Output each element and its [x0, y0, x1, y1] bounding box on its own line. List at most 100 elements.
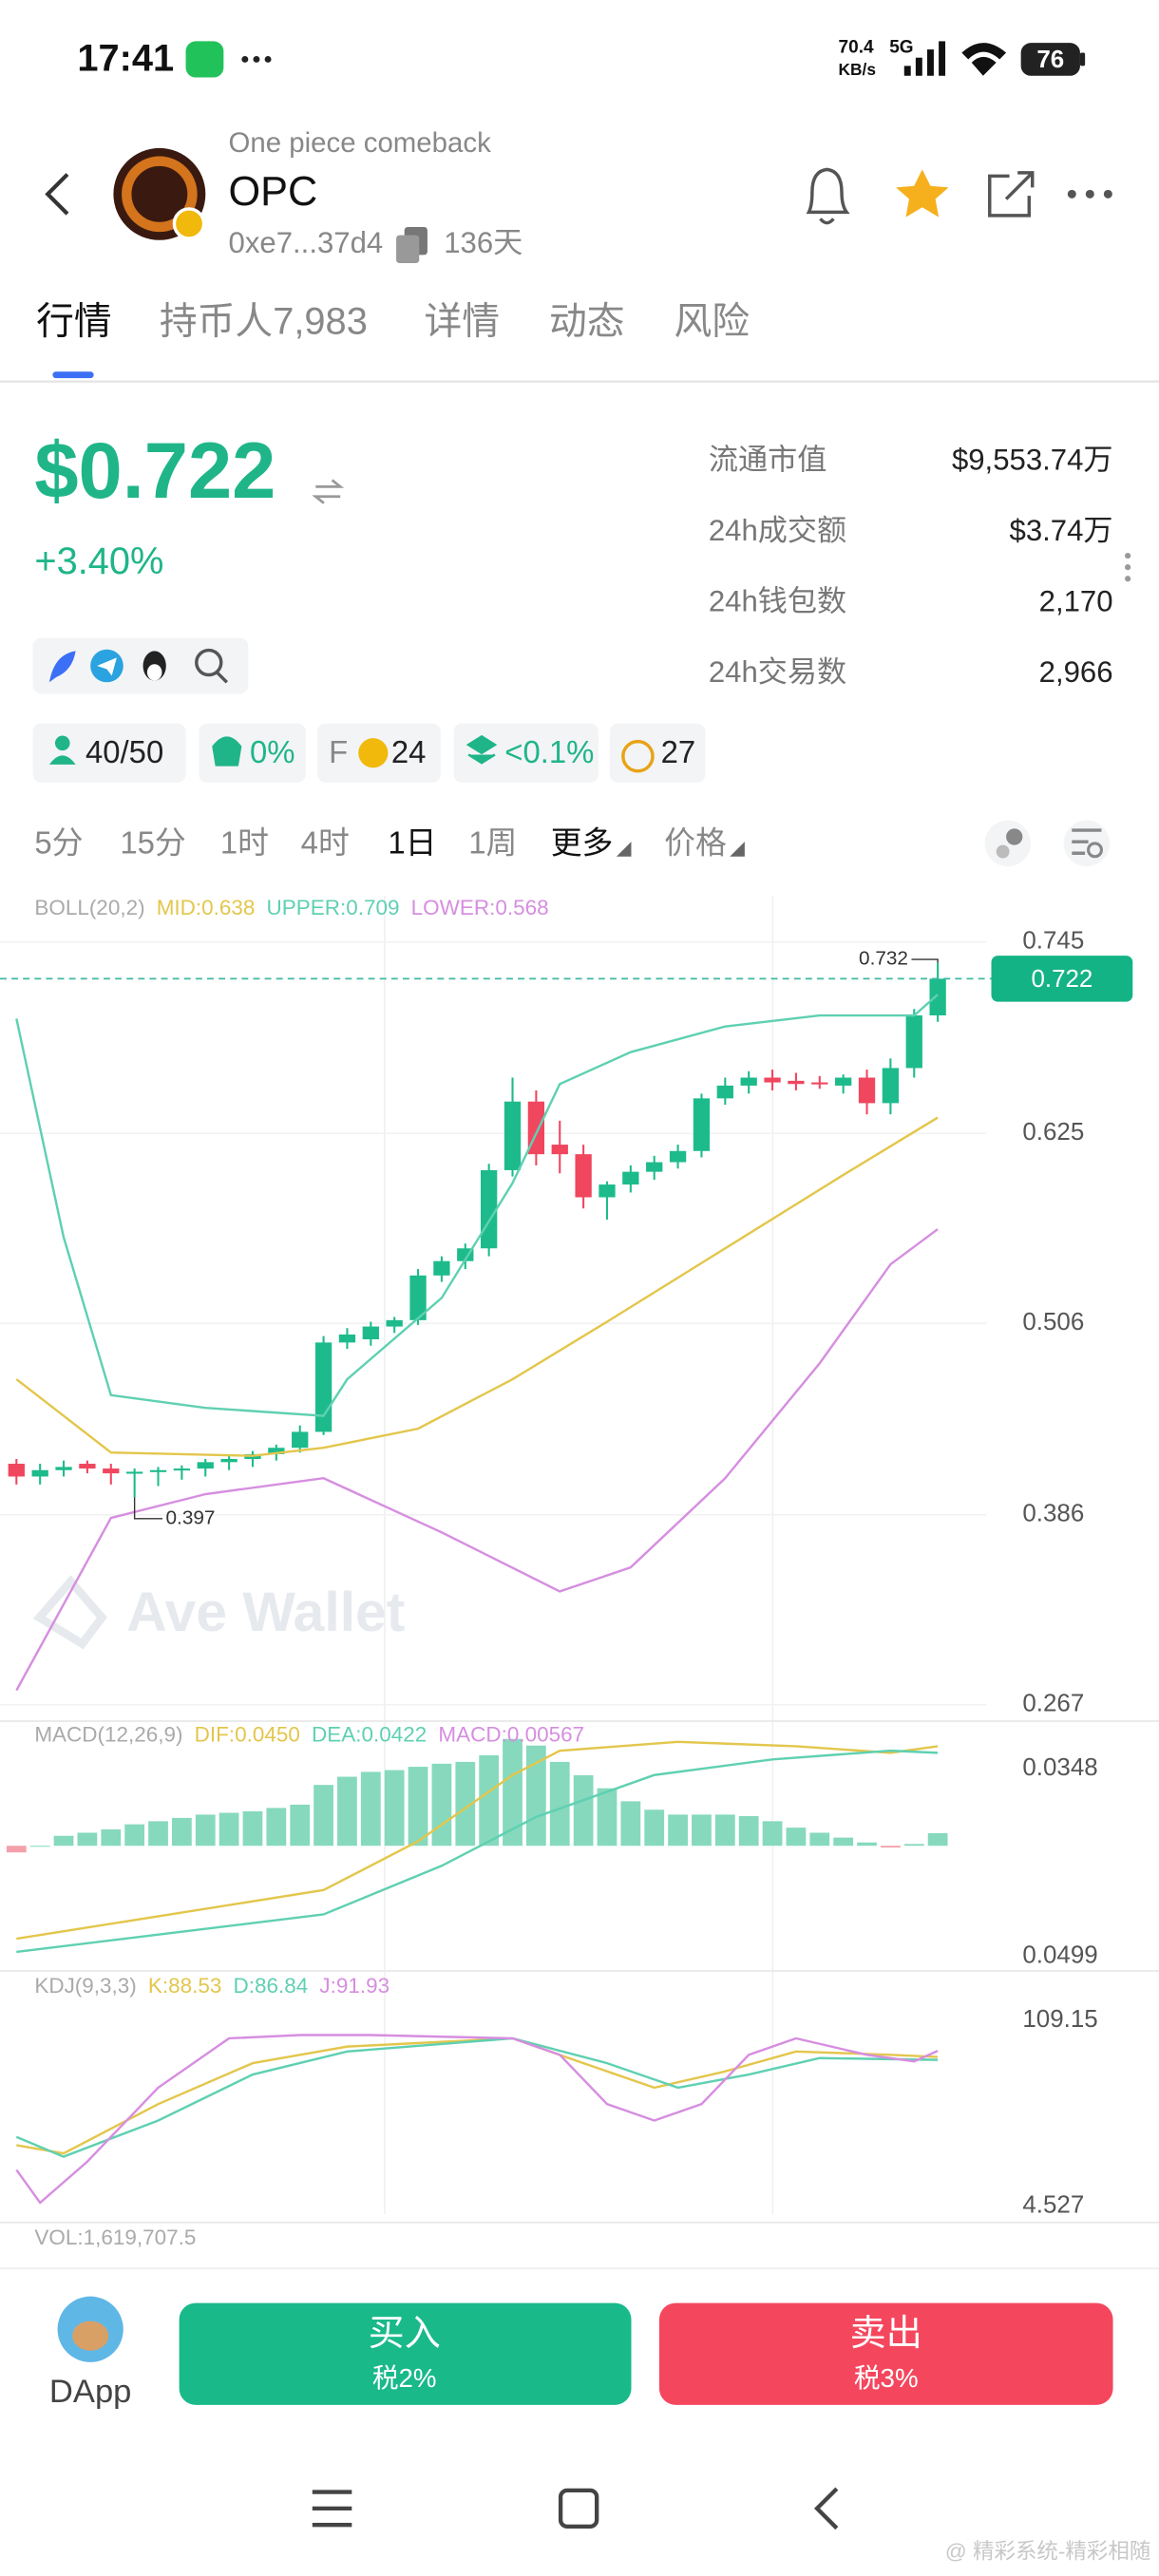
macd-bar — [53, 1835, 74, 1847]
max-marker — [911, 958, 939, 963]
last-price-label: 0.722 — [1031, 966, 1092, 993]
swap-icon[interactable] — [312, 479, 345, 504]
website-icon[interactable] — [48, 651, 76, 683]
macd-bar — [786, 1828, 807, 1847]
tab[interactable]: 详情 — [424, 301, 500, 343]
interval-tab[interactable]: 15分 — [120, 824, 185, 860]
back-button[interactable] — [45, 173, 69, 216]
interval-tab[interactable]: 更多 — [551, 824, 614, 860]
token-avatar-ring — [122, 156, 198, 233]
share-button[interactable] — [988, 171, 1035, 218]
badge[interactable] — [610, 723, 706, 783]
stat-value: 2,170 — [1039, 584, 1113, 617]
candle-body — [504, 1101, 522, 1170]
charts: 0.745 0.625 0.506 0.386 0.267 0.722 0.732 0.397… — [0, 896, 1133, 2218]
macd-bar — [620, 1801, 641, 1847]
settings-glyph — [1072, 828, 1102, 856]
battery-level: 76 — [1036, 47, 1064, 73]
indicator-button[interactable] — [984, 820, 1032, 867]
y-tick-label: 0.0499 — [1022, 1941, 1097, 1968]
nav-home[interactable] — [558, 2488, 599, 2529]
macd-bar — [384, 1770, 405, 1847]
interval-tab[interactable]: 5分 — [34, 824, 83, 860]
sell-button[interactable] — [658, 2302, 1113, 2405]
tab-indicator — [52, 371, 94, 379]
macd-bar — [195, 1814, 216, 1847]
min-marker — [133, 1497, 163, 1520]
candle-body — [31, 1469, 48, 1477]
y-tick-label: 109.15 — [1022, 2006, 1097, 2033]
badge-icon — [358, 738, 389, 768]
candle-body — [55, 1467, 72, 1470]
macd-bar — [360, 1771, 381, 1847]
indicator-line — [15, 2036, 939, 2158]
interval-tab[interactable]: 4时 — [301, 824, 350, 860]
legend-item: D:86.84 — [234, 1974, 309, 1998]
macd-bar — [857, 1842, 877, 1847]
y-tick-label: 0.0348 — [1022, 1754, 1097, 1781]
badge-text: 27 — [661, 734, 696, 769]
stat-label: 24h钱包数 — [709, 584, 846, 617]
interval-tab[interactable]: 1日 — [388, 824, 436, 860]
status-more — [241, 55, 272, 63]
badge[interactable] — [453, 723, 598, 783]
indicator-line — [16, 1749, 939, 1954]
candle-body — [149, 1469, 167, 1472]
dapp-glyph — [72, 2320, 109, 2351]
candle-body — [716, 1085, 733, 1099]
legend-item: LOWER:0.568 — [411, 896, 549, 919]
tab[interactable]: 动态 — [549, 301, 625, 343]
candle-body — [669, 1150, 687, 1163]
wifi-icon — [961, 43, 1007, 76]
chain-badge — [172, 207, 206, 240]
stat-label: 流通市值 — [709, 444, 827, 477]
battery-tip — [1079, 52, 1086, 66]
legend-item: DIF:0.0450 — [195, 1722, 300, 1746]
alert-button[interactable] — [806, 167, 850, 225]
token-age: 136天 — [444, 226, 522, 259]
more-button[interactable] — [1067, 189, 1112, 199]
copy-icon[interactable] — [396, 226, 428, 264]
badge-icon — [466, 734, 498, 765]
candle-body — [197, 1462, 214, 1469]
macd-bar — [479, 1754, 500, 1847]
y-tick-label: 0.506 — [1022, 1309, 1084, 1335]
tab[interactable]: 持币人7,983 — [160, 301, 368, 343]
interval-tab[interactable]: 1周 — [468, 824, 517, 860]
tab[interactable]: 行情 — [36, 301, 112, 343]
candle-body — [220, 1458, 238, 1463]
badge[interactable] — [32, 723, 186, 783]
network-type: 5G — [889, 37, 913, 57]
candle-body — [693, 1098, 711, 1151]
macd-bar — [101, 1828, 122, 1847]
macd-bar — [266, 1808, 287, 1847]
legend-item: MID:0.638 — [157, 896, 256, 919]
dapp-label[interactable]: DApp — [49, 2374, 132, 2410]
search-icon[interactable] — [195, 648, 223, 677]
badge-text: 40/50 — [86, 734, 163, 769]
candle-body — [362, 1326, 379, 1340]
tab[interactable]: 风险 — [674, 301, 750, 343]
macd-bar — [644, 1809, 665, 1847]
nav-back[interactable] — [813, 2487, 839, 2530]
candle-body — [480, 1169, 498, 1249]
telegram-glyph — [97, 657, 117, 676]
candle-body — [905, 1015, 922, 1069]
interval-tab[interactable]: 价格 — [664, 824, 727, 860]
candle-body — [386, 1319, 403, 1327]
last-price-tag — [991, 956, 1133, 1002]
favorite-button[interactable] — [896, 169, 949, 218]
candle-body — [125, 1471, 143, 1474]
nav-menu[interactable] — [312, 2490, 352, 2528]
buy-button[interactable] — [179, 2302, 632, 2405]
macd-bar — [171, 1817, 192, 1847]
macd-bar — [6, 1846, 27, 1853]
macd-bar — [549, 1761, 570, 1847]
side-menu[interactable] — [1125, 552, 1131, 582]
badge-icon — [54, 735, 70, 751]
badge-icon — [48, 755, 76, 765]
candle-body — [740, 1077, 757, 1086]
indicator-line — [15, 1116, 939, 1457]
interval-tab[interactable]: 1时 — [220, 824, 269, 860]
